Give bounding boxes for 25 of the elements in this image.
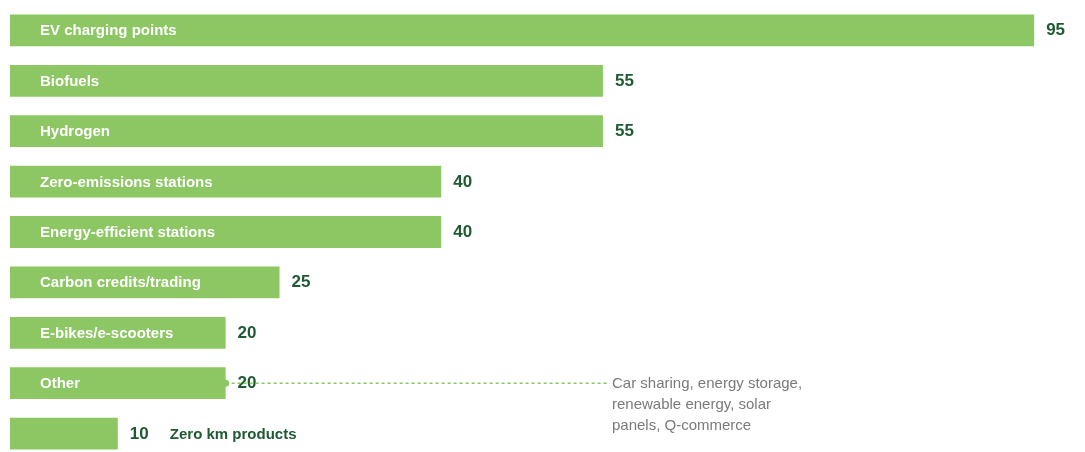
data-label: 40	[453, 171, 473, 191]
data-label: 95	[1046, 20, 1066, 40]
data-label: 20	[237, 322, 257, 342]
y-tick-label: Zero km products	[169, 424, 297, 442]
y-tick-label: Biofuels	[40, 71, 100, 89]
bar	[10, 115, 603, 148]
data-label: 40	[453, 222, 473, 241]
data-label: 55	[614, 121, 634, 141]
y-tick-label: Hydrogen	[40, 122, 111, 140]
y-tick-label: Carbon credits/trading	[40, 273, 201, 291]
data-label: 10	[129, 423, 149, 443]
bar	[10, 165, 442, 198]
y-tick-label: E-bikes/e-scooters	[40, 323, 174, 341]
annotation: Car sharing, energy storage, renewable energy, solar panels, Q-commerce	[612, 374, 803, 434]
bar	[10, 64, 603, 97]
bar	[10, 216, 442, 248]
data-label: 20	[237, 373, 257, 393]
bar	[10, 417, 118, 450]
bar	[10, 14, 1035, 47]
y-tick-label: EV charging points	[40, 21, 177, 39]
y-tick-label: Other	[40, 374, 81, 392]
data-label: 25	[291, 272, 311, 292]
data-label: 55	[614, 70, 634, 90]
y-tick-label: Energy-efficient stations	[40, 223, 216, 240]
y-tick-label: Zero-emissions stations	[40, 172, 213, 190]
